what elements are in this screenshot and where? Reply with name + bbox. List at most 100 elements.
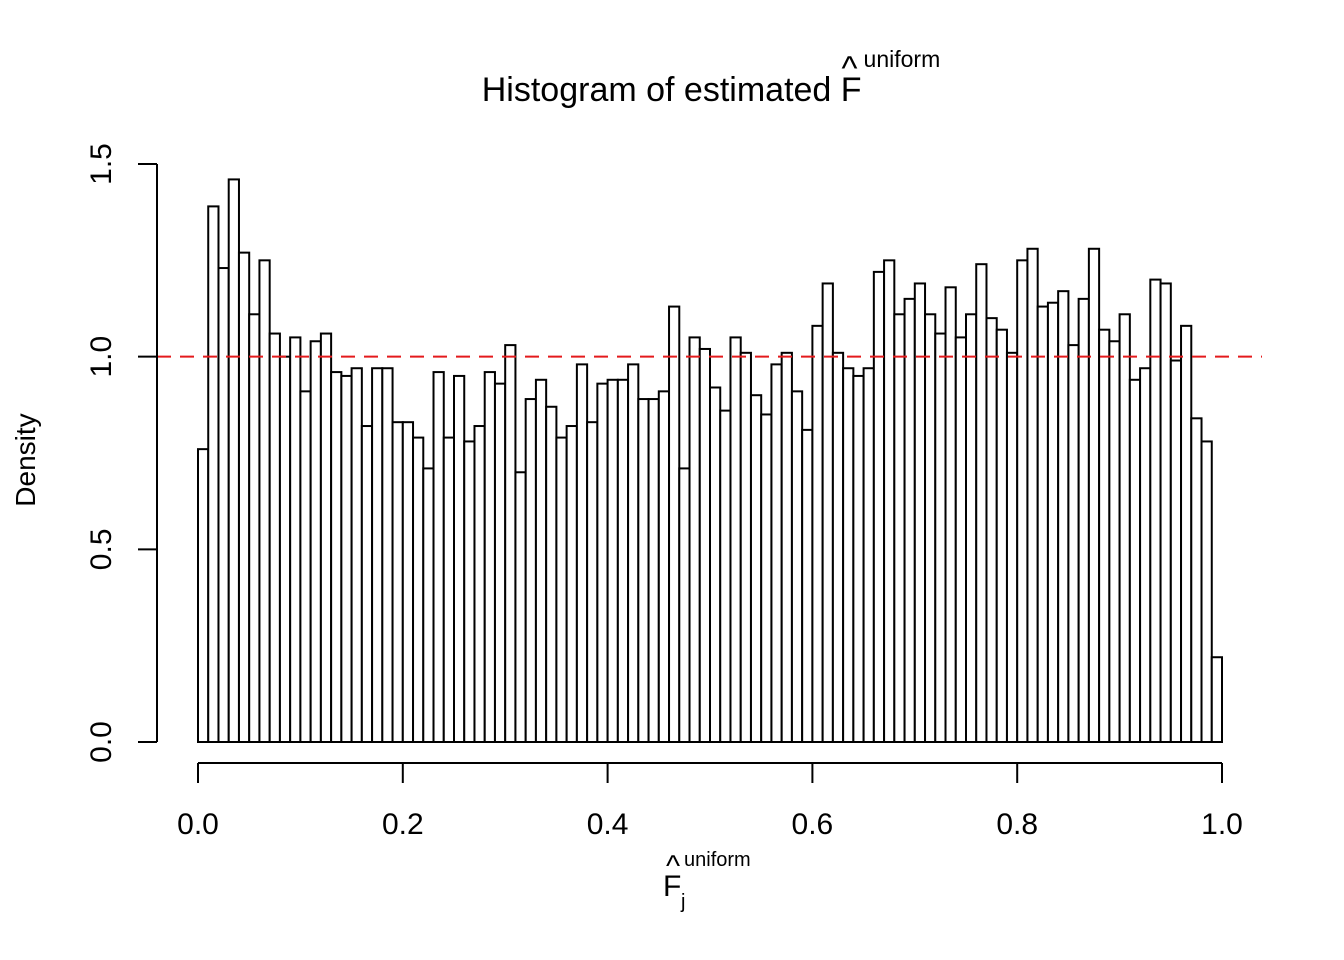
- histogram-bar: [1159, 282, 1172, 743]
- histogram-bar: [944, 286, 957, 743]
- histogram-bar: [545, 405, 558, 743]
- x-tick-label: 1.0: [1201, 808, 1243, 841]
- histogram-bar: [1169, 359, 1183, 743]
- histogram-bar: [790, 390, 804, 743]
- chart-title-text: Histogram of estimated F: [482, 71, 862, 109]
- x-tick-label: 0.0: [177, 808, 219, 841]
- histogram-bar: [831, 351, 845, 743]
- histogram-bar: [668, 305, 681, 743]
- histogram-bar: [842, 367, 855, 743]
- histogram-bar: [217, 267, 230, 743]
- histogram-bar: [258, 259, 271, 743]
- histogram-bar: [473, 425, 486, 743]
- histogram-bar: [442, 436, 456, 743]
- histogram-bar: [412, 436, 425, 743]
- histogram-bar: [637, 398, 650, 743]
- histogram-bar: [1180, 324, 1193, 743]
- histogram-bar: [1036, 305, 1049, 743]
- histogram-bar: [975, 263, 988, 743]
- histogram-bar: [883, 259, 896, 743]
- histogram-bar: [309, 340, 322, 743]
- histogram-bar: [739, 351, 752, 743]
- histogram-bar: [1057, 290, 1070, 743]
- histogram-bar: [965, 313, 978, 743]
- histogram-bar: [770, 363, 783, 743]
- histogram-bar: [698, 347, 712, 743]
- histogram-bar: [1016, 259, 1029, 743]
- histogram-bar: [1005, 351, 1019, 743]
- histogram-bar: [1087, 247, 1101, 743]
- y-tick-label: 1.0: [85, 336, 118, 378]
- histogram-bar: [575, 363, 589, 743]
- histogram-bar: [330, 371, 343, 743]
- histogram-bar: [1128, 378, 1142, 743]
- histogram-bar: [524, 398, 537, 743]
- histogram-bar: [1149, 278, 1162, 743]
- x-axis-label-hat: ^: [666, 850, 680, 883]
- histogram-bar: [504, 344, 517, 743]
- histogram-bar: [627, 363, 640, 743]
- histogram-bar: [729, 336, 742, 743]
- histogram-bar: [453, 374, 466, 743]
- histogram-bar: [1190, 417, 1203, 743]
- histogram-bar: [852, 374, 865, 743]
- y-axis-label: Density: [10, 413, 41, 506]
- y-tick-label: 0.0: [85, 721, 118, 763]
- histogram-bar: [647, 398, 660, 743]
- x-axis-label-main: F: [663, 870, 681, 903]
- histogram-bar: [801, 428, 814, 743]
- histogram-bar: [1046, 301, 1060, 743]
- histogram-bar: [319, 332, 333, 743]
- histogram-bar: [862, 367, 875, 743]
- histogram-bar: [350, 367, 363, 743]
- histogram-bar: [1200, 440, 1213, 743]
- histogram-bar: [381, 367, 394, 743]
- histogram-bar: [1098, 328, 1111, 743]
- x-axis-label-superscript: uniform: [684, 849, 751, 871]
- histogram-bar: [555, 436, 568, 743]
- histogram-bars: [197, 178, 1224, 744]
- histogram-bar: [237, 251, 251, 743]
- histogram-bar: [207, 205, 220, 744]
- histogram-bar: [657, 390, 671, 743]
- histogram-bar: [688, 336, 701, 743]
- histogram-bar: [197, 448, 210, 743]
- histogram-bar: [995, 328, 1008, 743]
- histogram-bar: [811, 324, 824, 743]
- histogram-bar: [760, 413, 773, 743]
- histogram-bar: [1118, 313, 1131, 743]
- histogram-bar: [924, 313, 937, 743]
- x-tick-label: 0.2: [382, 808, 424, 841]
- x-tick-label: 0.4: [587, 808, 629, 841]
- histogram-bar: [1210, 656, 1224, 744]
- histogram-bar: [227, 178, 240, 743]
- histogram-bar: [903, 297, 916, 743]
- histogram-bar: [391, 421, 404, 743]
- histogram-bar: [893, 313, 906, 743]
- histogram-bar: [678, 467, 691, 743]
- chart-title: Histogram of estimated F ^ uniform: [482, 46, 941, 109]
- histogram-bar: [432, 371, 445, 743]
- histogram-bar: [596, 382, 609, 743]
- histogram-bar: [586, 421, 599, 743]
- histogram-bar: [1077, 297, 1090, 743]
- histogram-bar: [872, 270, 886, 743]
- title-hat-mark: ^: [842, 50, 858, 88]
- chart-title-superscript: uniform: [864, 46, 941, 72]
- x-tick-label: 0.6: [792, 808, 834, 841]
- y-tick-label: 0.5: [85, 528, 118, 570]
- histogram-bar: [913, 282, 927, 743]
- x-axis: 0.0 0.2 0.4 0.6 0.8 1.0: [177, 762, 1243, 841]
- x-axis-label-subscript: j: [680, 891, 685, 913]
- histogram-bar: [719, 409, 732, 743]
- histogram-bar: [1108, 340, 1121, 743]
- histogram-bar: [299, 390, 312, 743]
- histogram-bar: [289, 336, 302, 743]
- histogram-bar: [483, 371, 496, 743]
- histogram-bar: [709, 386, 722, 743]
- histogram-bar: [985, 317, 998, 743]
- histogram-bar: [954, 336, 968, 743]
- histogram-bar: [278, 355, 292, 743]
- histogram-bar: [371, 367, 384, 743]
- histogram-bar: [268, 332, 281, 743]
